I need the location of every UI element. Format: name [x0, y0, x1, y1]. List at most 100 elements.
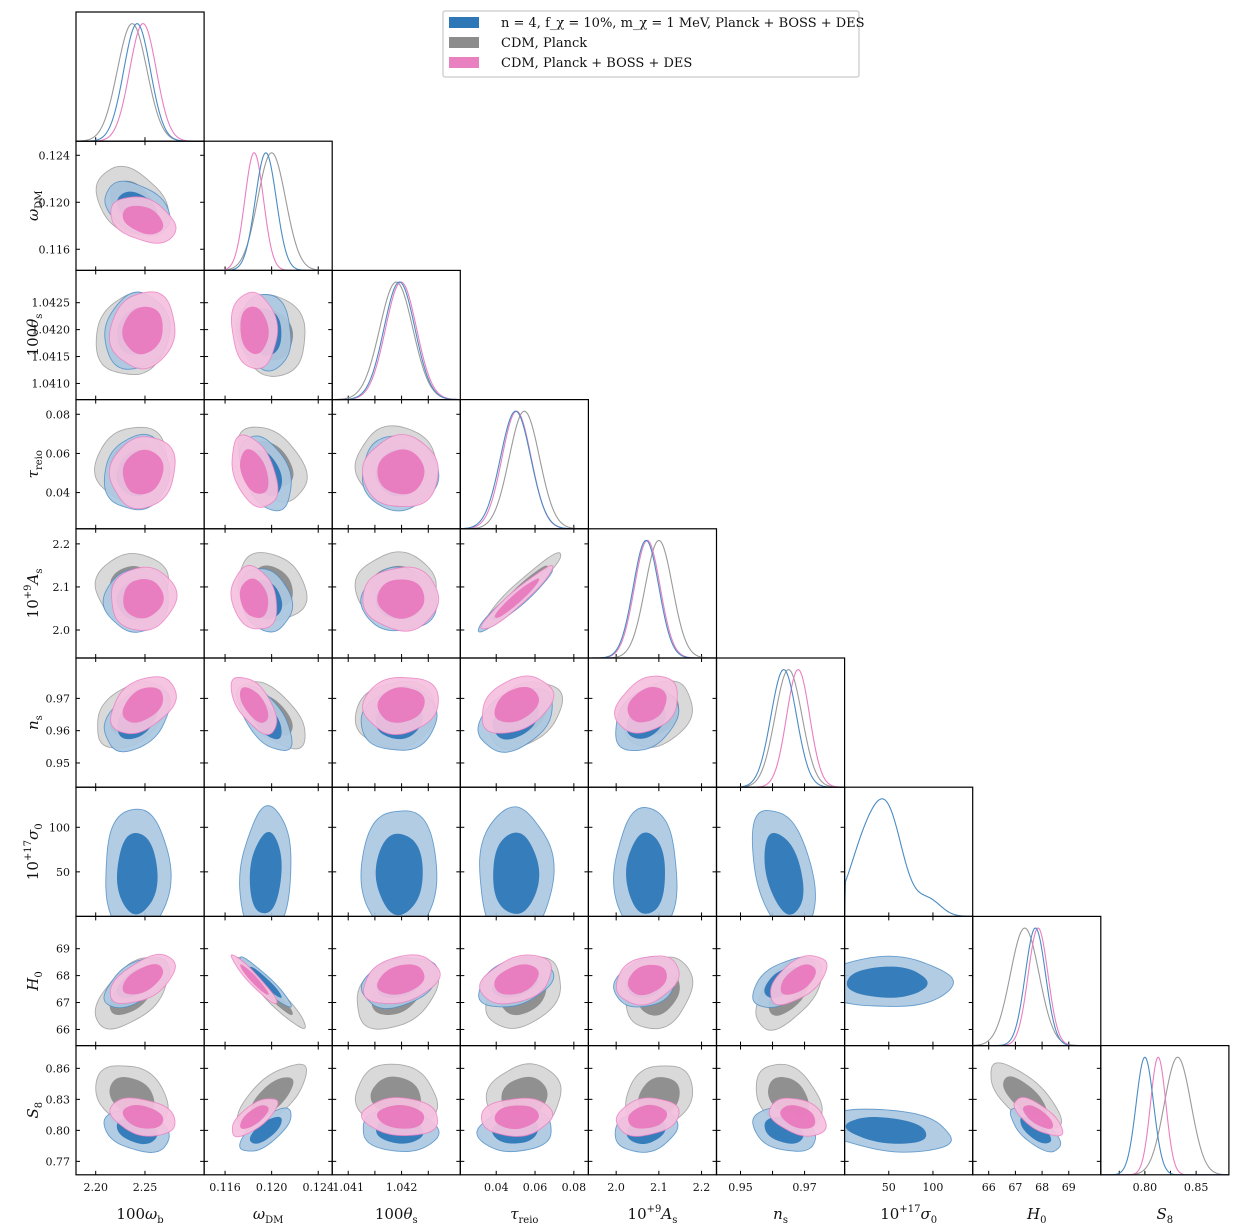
- contour-68-pink: [780, 1105, 816, 1129]
- posterior-1d-H0-gray: [972, 927, 1101, 1047]
- y-tick-label-ns: 0.95: [46, 757, 71, 770]
- y-tick-label-theta_s: 1.0410: [32, 377, 71, 390]
- diag-frame-S8: [1100, 1044, 1230, 1176]
- x-tick-label-omega_dm: 0.124: [302, 1181, 334, 1194]
- posterior-1d-S8-blue: [1100, 1056, 1229, 1176]
- x-tick-label-S8: 0.85: [1184, 1181, 1209, 1194]
- posterior-1d-ns-gray: [716, 669, 845, 788]
- contour-68-blue: [493, 832, 540, 914]
- contour-68-pink: [239, 578, 269, 618]
- diag-frame-theta_s: [331, 269, 461, 401]
- contour-68-blue: [375, 833, 423, 916]
- x-tick-label-S8: 0.80: [1133, 1181, 1158, 1194]
- y-tick-label-theta_s: 1.0425: [32, 297, 71, 310]
- panel-S8-vs-theta_s: [331, 1044, 461, 1176]
- contour-68-pink: [377, 449, 425, 495]
- contour-68-blue: [249, 1116, 282, 1144]
- legend-label-gray: CDM, Planck: [501, 36, 587, 51]
- panel-ns-vs-theta_s: [331, 657, 461, 788]
- diag-frame-ns: [715, 657, 846, 788]
- panel-H0-vs-omega_b: [75, 915, 205, 1047]
- diag-frame-sigma0: [843, 786, 974, 918]
- posterior-1d-H0-blue: [972, 927, 1101, 1047]
- panel-As-vs-theta_s: [331, 528, 461, 659]
- legend-label-blue: n = 4, f_χ = 10%, m_χ = 1 MeV, Planck + …: [501, 16, 865, 31]
- contour-68-pink: [376, 1105, 425, 1129]
- contour-68-blue: [249, 966, 282, 998]
- x-tick-label-omega_dm: 0.116: [209, 1181, 241, 1194]
- contour-68-pink: [494, 578, 540, 618]
- y-tick-label-theta_s: 1.0415: [32, 351, 71, 364]
- panel-omega_dm-vs-omega_b: [75, 140, 205, 271]
- contour-68-blue: [845, 1117, 927, 1144]
- x-axis-title-omega_b: 100ωb: [116, 1205, 163, 1226]
- panel-S8-vs-As: [587, 1044, 718, 1176]
- contour-68-blue: [626, 832, 665, 914]
- y-axis-title-As: 10+9As: [23, 568, 45, 618]
- x-tick-label-As: 2.1: [650, 1181, 668, 1194]
- legend-swatch-blue: [449, 17, 479, 28]
- x-tick-label-As: 2.2: [693, 1181, 711, 1194]
- y-tick-label-tau_reio: 0.04: [46, 487, 71, 500]
- posterior-1d-omega_dm-blue: [204, 152, 333, 271]
- panel-sigma0-vs-theta_s: [331, 786, 461, 918]
- panel-H0-vs-As: [587, 915, 718, 1047]
- y-tick-label-As: 2.0: [53, 624, 71, 637]
- diag-frame-omega_dm: [203, 140, 333, 271]
- contour-68-pink: [628, 1104, 668, 1129]
- panel-S8-vs-omega_b: [75, 1044, 205, 1176]
- diag-panel-H0: [972, 915, 1102, 1047]
- x-tick-label-H0: 69: [1062, 1181, 1076, 1194]
- panel-H0-vs-omega_dm: [203, 915, 333, 1047]
- panel-As-vs-omega_dm: [203, 528, 333, 659]
- y-tick-label-S8: 0.83: [46, 1093, 71, 1106]
- x-tick-label-ns: 0.95: [728, 1181, 753, 1194]
- panel-theta_s-vs-omega_dm: [203, 269, 333, 401]
- x-tick-label-ns: 0.97: [792, 1181, 817, 1194]
- contour-68-blue: [116, 833, 158, 915]
- panel-H0-vs-sigma0: [843, 915, 974, 1047]
- x-tick-label-H0: 67: [1008, 1181, 1022, 1194]
- x-axis-title-omega_dm: ωDM: [253, 1205, 284, 1226]
- y-tick-label-ns: 0.97: [46, 692, 71, 705]
- panel-sigma0-vs-omega_dm: [203, 786, 333, 918]
- contour-68-pink: [494, 1105, 539, 1130]
- y-tick-label-sigma0: 100: [49, 821, 70, 834]
- x-tick-label-sigma0: 100: [922, 1181, 943, 1194]
- y-tick-label-S8: 0.86: [46, 1062, 71, 1075]
- diag-panel-omega_b: [75, 11, 205, 142]
- contour-68-pink: [122, 964, 164, 995]
- panel-tau_reio-vs-omega_b: [75, 399, 205, 530]
- posterior-1d-theta_s-gray: [332, 281, 461, 401]
- posterior-1d-tau_reio-blue: [460, 410, 589, 530]
- y-tick-label-ns: 0.96: [46, 725, 71, 738]
- panel-S8-vs-omega_dm: [203, 1044, 333, 1176]
- contour-68-pink: [240, 1105, 269, 1129]
- posterior-1d-S8-gray: [1100, 1056, 1229, 1176]
- y-tick-label-H0: 67: [56, 997, 70, 1010]
- panel-S8-vs-ns: [715, 1044, 846, 1176]
- x-tick-label-H0: 68: [1035, 1181, 1049, 1194]
- x-tick-label-sigma0: 50: [882, 1181, 896, 1194]
- posterior-1d-As-gray: [588, 539, 717, 659]
- y-tick-label-theta_s: 1.0420: [32, 324, 71, 337]
- posterior-1d-S8-pink: [1100, 1056, 1229, 1176]
- y-axis-title-omega_dm: ωDM: [24, 191, 45, 222]
- x-axis-title-As: 10+9As: [628, 1204, 678, 1226]
- contour-68-pink: [494, 964, 539, 995]
- x-tick-label-tau_reio: 0.04: [484, 1181, 509, 1194]
- contour-68-pink: [122, 1105, 164, 1129]
- diag-panel-omega_dm: [203, 140, 333, 271]
- panel-sigma0-vs-tau_reio: [459, 786, 589, 918]
- panel-S8-vs-H0: [972, 1044, 1102, 1176]
- contour-68-pink: [122, 687, 164, 723]
- contour-68-blue: [249, 831, 282, 914]
- contour-68-pink: [377, 687, 425, 723]
- posterior-1d-sigma0-blue: [844, 798, 973, 917]
- y-axis-title-tau_reio: τreio: [24, 450, 45, 478]
- y-tick-label-H0: 68: [56, 970, 70, 983]
- x-tick-label-omega_dm: 0.120: [256, 1181, 288, 1194]
- x-tick-label-tau_reio: 0.06: [523, 1181, 548, 1194]
- y-tick-label-tau_reio: 0.08: [46, 408, 71, 421]
